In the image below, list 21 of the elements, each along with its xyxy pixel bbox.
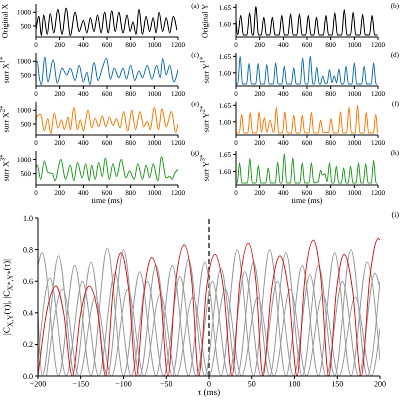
text: (i) [391,210,399,219]
x-axis-title: τ (ms) [196,387,222,397]
x-tick-label: 100 [288,380,300,389]
y-tick-label: 1.0 [23,214,33,223]
y-axis-title: Original X [0,3,10,38]
x-tick-label: 50 [248,380,256,389]
x-tick-label: −200 [30,380,46,389]
x-axis-title: time (ms) [290,196,324,205]
y-tick-label: 0.2 [23,340,33,350]
y-tick-label: 0.8 [23,245,33,254]
x-tick-label: −150 [72,380,90,389]
x-tick-label: −50 [160,380,173,389]
x-tick-label: 200 [374,380,386,389]
x-tick-label: 0 [207,380,211,389]
y-tick-label: 0.0 [23,372,33,381]
x-tick-label: 150 [331,380,344,389]
y-axis-title: Original Y [200,3,210,38]
x-axis-title: time (ms) [90,196,124,205]
x-tick-label: −100 [115,380,132,389]
y-tick-label: 0.4 [23,308,33,318]
y-tick-label: 0.6 [23,277,33,286]
